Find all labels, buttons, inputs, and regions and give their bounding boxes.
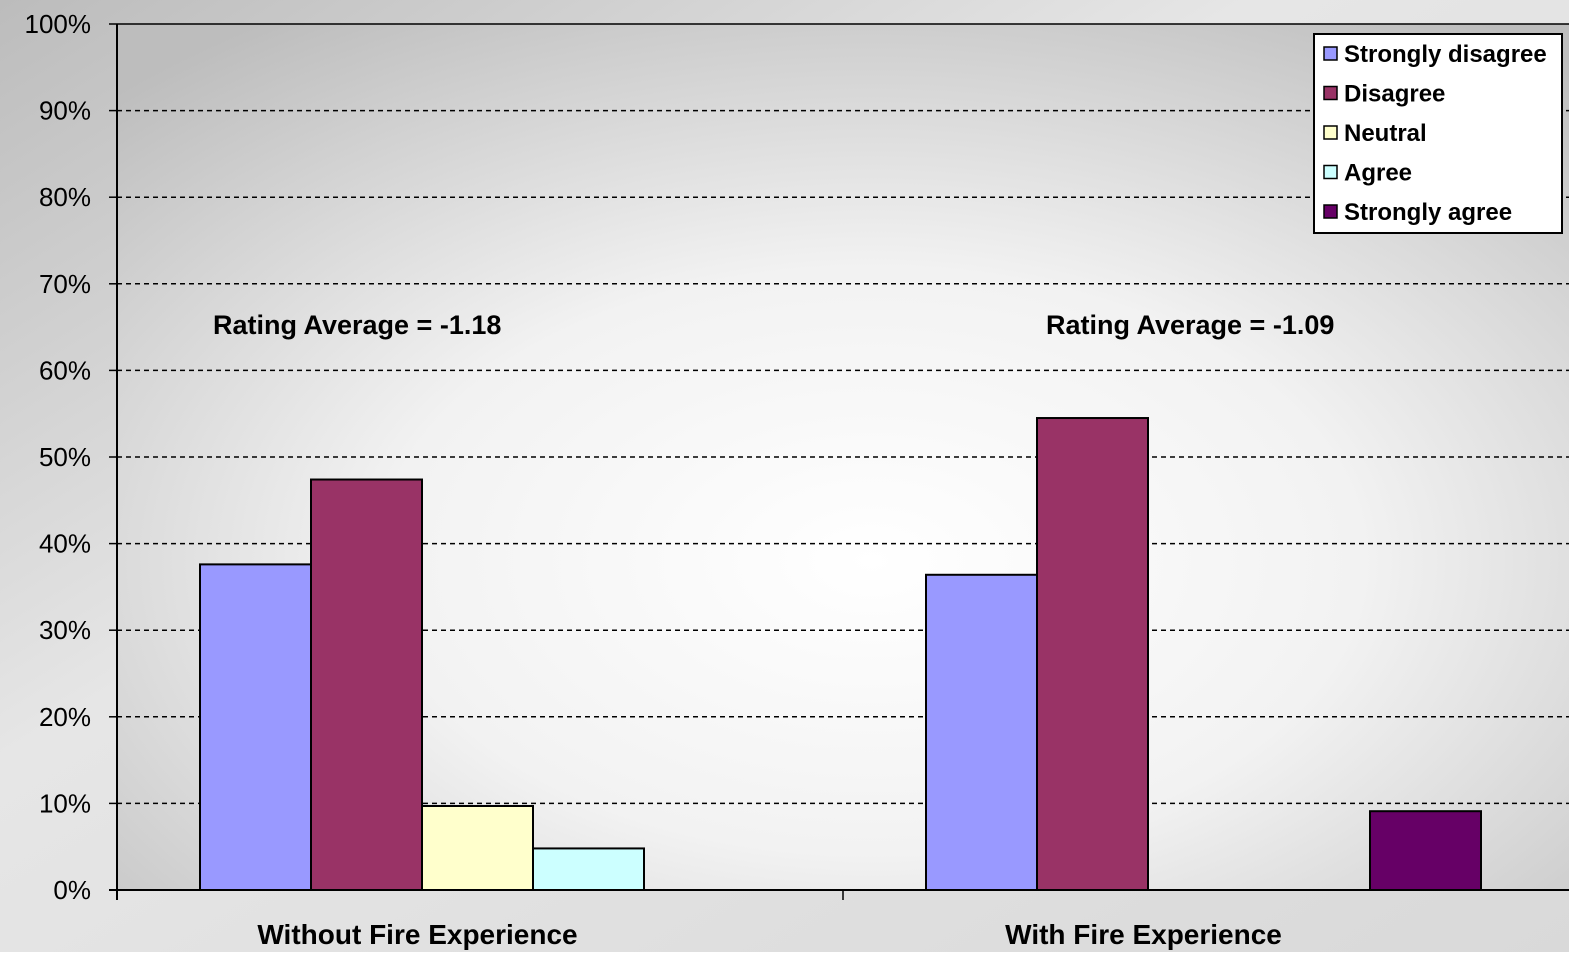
bar xyxy=(199,563,312,891)
bar xyxy=(1369,810,1482,891)
bars xyxy=(199,417,1482,892)
legend-label: Strongly disagree xyxy=(1344,41,1547,68)
rating-average-annotation: Rating Average = -1.18 xyxy=(213,310,501,340)
bar xyxy=(310,478,423,891)
x-category-label: With Fire Experience xyxy=(1005,919,1282,950)
y-tick-label: 20% xyxy=(39,702,91,732)
y-tick-label: 40% xyxy=(39,529,91,559)
y-tick-label: 70% xyxy=(39,269,91,299)
x-category-labels: Without Fire Experience With Fire Experie… xyxy=(257,919,1281,950)
legend-swatch xyxy=(1323,164,1338,180)
legend-swatch xyxy=(1323,125,1338,140)
bar xyxy=(925,573,1038,891)
legend-swatch xyxy=(1323,46,1338,61)
y-tick-label: 0% xyxy=(53,875,91,905)
bar xyxy=(1036,417,1149,891)
y-tick-label: 10% xyxy=(39,788,91,818)
legend-label: Strongly agree xyxy=(1344,199,1512,226)
annotations: Rating Average = -1.18 Rating Average = -… xyxy=(213,310,1334,340)
y-tick-label: 90% xyxy=(39,96,91,126)
rating-average-annotation: Rating Average = -1.09 xyxy=(1046,310,1334,340)
bar xyxy=(532,847,645,892)
x-category-label: Without Fire Experience xyxy=(257,919,577,950)
legend-swatch xyxy=(1323,85,1338,101)
y-tick-label: 50% xyxy=(39,442,91,472)
y-tick-label: 100% xyxy=(25,9,92,39)
y-tick-labels: 0% 10% 20% 30% 40% 50% 60% 70% 80% 90% 100% xyxy=(25,9,92,905)
y-tick-label: 80% xyxy=(39,182,91,212)
legend-label: Disagree xyxy=(1344,81,1445,108)
y-tick-label: 30% xyxy=(39,615,91,645)
legend-swatch xyxy=(1323,204,1338,219)
legend-box xyxy=(1313,33,1563,234)
legend-label: Agree xyxy=(1344,160,1412,187)
legend: Strongly disagree Disagree Neutral Agree Str… xyxy=(1313,33,1563,234)
axes xyxy=(109,23,1569,900)
bar xyxy=(421,804,534,891)
y-tick-label: 60% xyxy=(39,355,91,385)
legend-label: Neutral xyxy=(1344,120,1427,147)
